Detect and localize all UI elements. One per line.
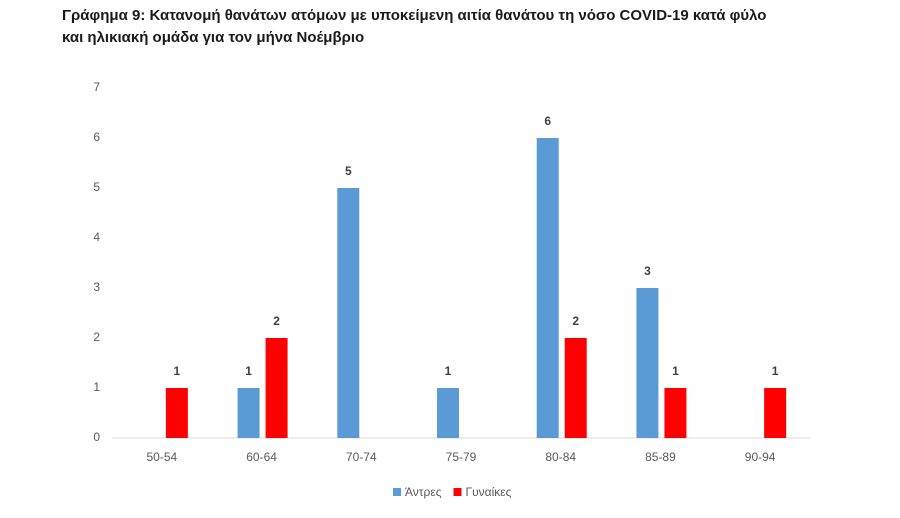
x-tick-label: 75-79 xyxy=(446,450,477,464)
x-tick-label: 70-74 xyxy=(346,450,377,464)
bar xyxy=(237,388,260,438)
legend-swatch xyxy=(393,488,401,496)
value-label: 2 xyxy=(273,314,280,328)
value-label: 1 xyxy=(772,364,779,378)
bar xyxy=(265,338,288,438)
x-tick-label: 80-84 xyxy=(545,450,576,464)
value-label: 1 xyxy=(672,364,679,378)
value-label: 6 xyxy=(544,114,551,128)
y-tick-label: 4 xyxy=(93,230,100,244)
x-tick-label: 60-64 xyxy=(246,450,277,464)
y-tick-label: 2 xyxy=(93,330,100,344)
y-tick-label: 5 xyxy=(93,180,100,194)
legend-swatch xyxy=(453,488,462,496)
bar xyxy=(165,388,188,438)
y-tick-label: 3 xyxy=(93,280,100,294)
bar xyxy=(764,388,787,438)
x-tick-label: 85-89 xyxy=(645,450,676,464)
y-tick-label: 6 xyxy=(93,130,100,144)
bar xyxy=(636,288,659,438)
bar xyxy=(337,188,360,438)
value-label: 2 xyxy=(572,314,579,328)
y-tick-label: 7 xyxy=(93,80,100,94)
value-label: 1 xyxy=(245,364,252,378)
legend-label: Γυναίκες xyxy=(466,485,512,499)
value-label: 1 xyxy=(445,364,452,378)
chart-title: και ηλικιακή ομάδα για τον μήνα Νοέμβριο xyxy=(62,29,364,46)
value-label: 3 xyxy=(644,264,651,278)
bar xyxy=(437,388,459,438)
bar xyxy=(536,138,559,438)
bar xyxy=(664,388,687,438)
chart-title: Γράφημα 9: Κατανομή θανάτων ατόμων με υπ… xyxy=(62,7,766,24)
value-label: 5 xyxy=(345,164,352,178)
y-tick-label: 0 xyxy=(93,430,100,444)
y-tick-label: 1 xyxy=(93,380,100,394)
legend-label: Άντρες xyxy=(405,485,442,499)
x-tick-label: 50-54 xyxy=(147,450,178,464)
x-tick-label: 90-94 xyxy=(745,450,776,464)
bar xyxy=(564,338,587,438)
value-label: 1 xyxy=(174,364,181,378)
